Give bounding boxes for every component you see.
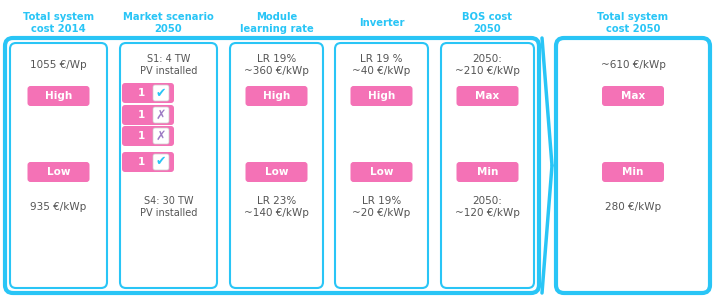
FancyBboxPatch shape	[602, 86, 664, 106]
Text: 2050:
~120 €/kWp: 2050: ~120 €/kWp	[455, 196, 520, 218]
FancyBboxPatch shape	[245, 86, 308, 106]
Text: LR 19 %
~40 €/kWp: LR 19 % ~40 €/kWp	[352, 54, 411, 76]
Text: ~610 €/kWp: ~610 €/kWp	[601, 60, 665, 70]
Text: ✔: ✔	[156, 155, 166, 168]
Text: 1055 €/Wp: 1055 €/Wp	[30, 60, 87, 70]
Text: LR 19%
~360 €/kWp: LR 19% ~360 €/kWp	[244, 54, 309, 76]
Text: Low: Low	[370, 167, 393, 177]
FancyBboxPatch shape	[122, 83, 174, 103]
Text: Market scenario
2050: Market scenario 2050	[123, 12, 214, 34]
FancyBboxPatch shape	[351, 162, 412, 182]
FancyBboxPatch shape	[27, 162, 90, 182]
FancyBboxPatch shape	[245, 162, 308, 182]
Text: Inverter: Inverter	[358, 18, 404, 28]
Text: 1: 1	[138, 131, 146, 141]
Text: LR 23%
~140 €/kWp: LR 23% ~140 €/kWp	[244, 196, 309, 218]
FancyBboxPatch shape	[230, 43, 323, 288]
FancyBboxPatch shape	[351, 86, 412, 106]
FancyBboxPatch shape	[120, 43, 217, 288]
Text: ✗: ✗	[156, 108, 166, 122]
Text: 1: 1	[138, 157, 146, 167]
Text: High: High	[368, 91, 395, 101]
Text: Min: Min	[622, 167, 644, 177]
Text: 1: 1	[138, 88, 146, 98]
FancyBboxPatch shape	[122, 152, 174, 172]
Text: High: High	[263, 91, 290, 101]
Text: ✔: ✔	[156, 86, 166, 99]
Text: 2050:
~210 €/kWp: 2050: ~210 €/kWp	[455, 54, 520, 76]
Text: S4: 30 TW
PV installed: S4: 30 TW PV installed	[140, 196, 197, 218]
Text: Module
learning rate: Module learning rate	[239, 12, 313, 34]
Text: Total system
cost 2014: Total system cost 2014	[23, 12, 94, 34]
Text: High: High	[45, 91, 72, 101]
FancyBboxPatch shape	[457, 86, 518, 106]
Text: S1: 4 TW
PV installed: S1: 4 TW PV installed	[140, 54, 197, 76]
Text: 935 €/kWp: 935 €/kWp	[30, 202, 87, 212]
FancyBboxPatch shape	[153, 128, 169, 144]
FancyBboxPatch shape	[122, 126, 174, 146]
FancyBboxPatch shape	[441, 43, 534, 288]
FancyBboxPatch shape	[153, 85, 169, 101]
FancyBboxPatch shape	[556, 38, 710, 293]
Text: Low: Low	[47, 167, 70, 177]
Text: Max: Max	[475, 91, 500, 101]
Text: Max: Max	[621, 91, 645, 101]
Text: BOS cost
2050: BOS cost 2050	[462, 12, 513, 34]
Text: 280 €/kWp: 280 €/kWp	[605, 202, 661, 212]
FancyBboxPatch shape	[122, 105, 174, 125]
Text: 1: 1	[138, 110, 146, 120]
FancyBboxPatch shape	[153, 154, 169, 170]
FancyBboxPatch shape	[457, 162, 518, 182]
Text: Total system
cost 2050: Total system cost 2050	[597, 12, 668, 34]
FancyBboxPatch shape	[5, 38, 539, 293]
FancyBboxPatch shape	[153, 107, 169, 123]
Text: Low: Low	[265, 167, 288, 177]
Text: LR 19%
~20 €/kWp: LR 19% ~20 €/kWp	[352, 196, 411, 218]
Text: Min: Min	[477, 167, 498, 177]
FancyBboxPatch shape	[27, 86, 90, 106]
FancyBboxPatch shape	[335, 43, 428, 288]
FancyBboxPatch shape	[602, 162, 664, 182]
Text: ✗: ✗	[156, 129, 166, 142]
FancyBboxPatch shape	[10, 43, 107, 288]
